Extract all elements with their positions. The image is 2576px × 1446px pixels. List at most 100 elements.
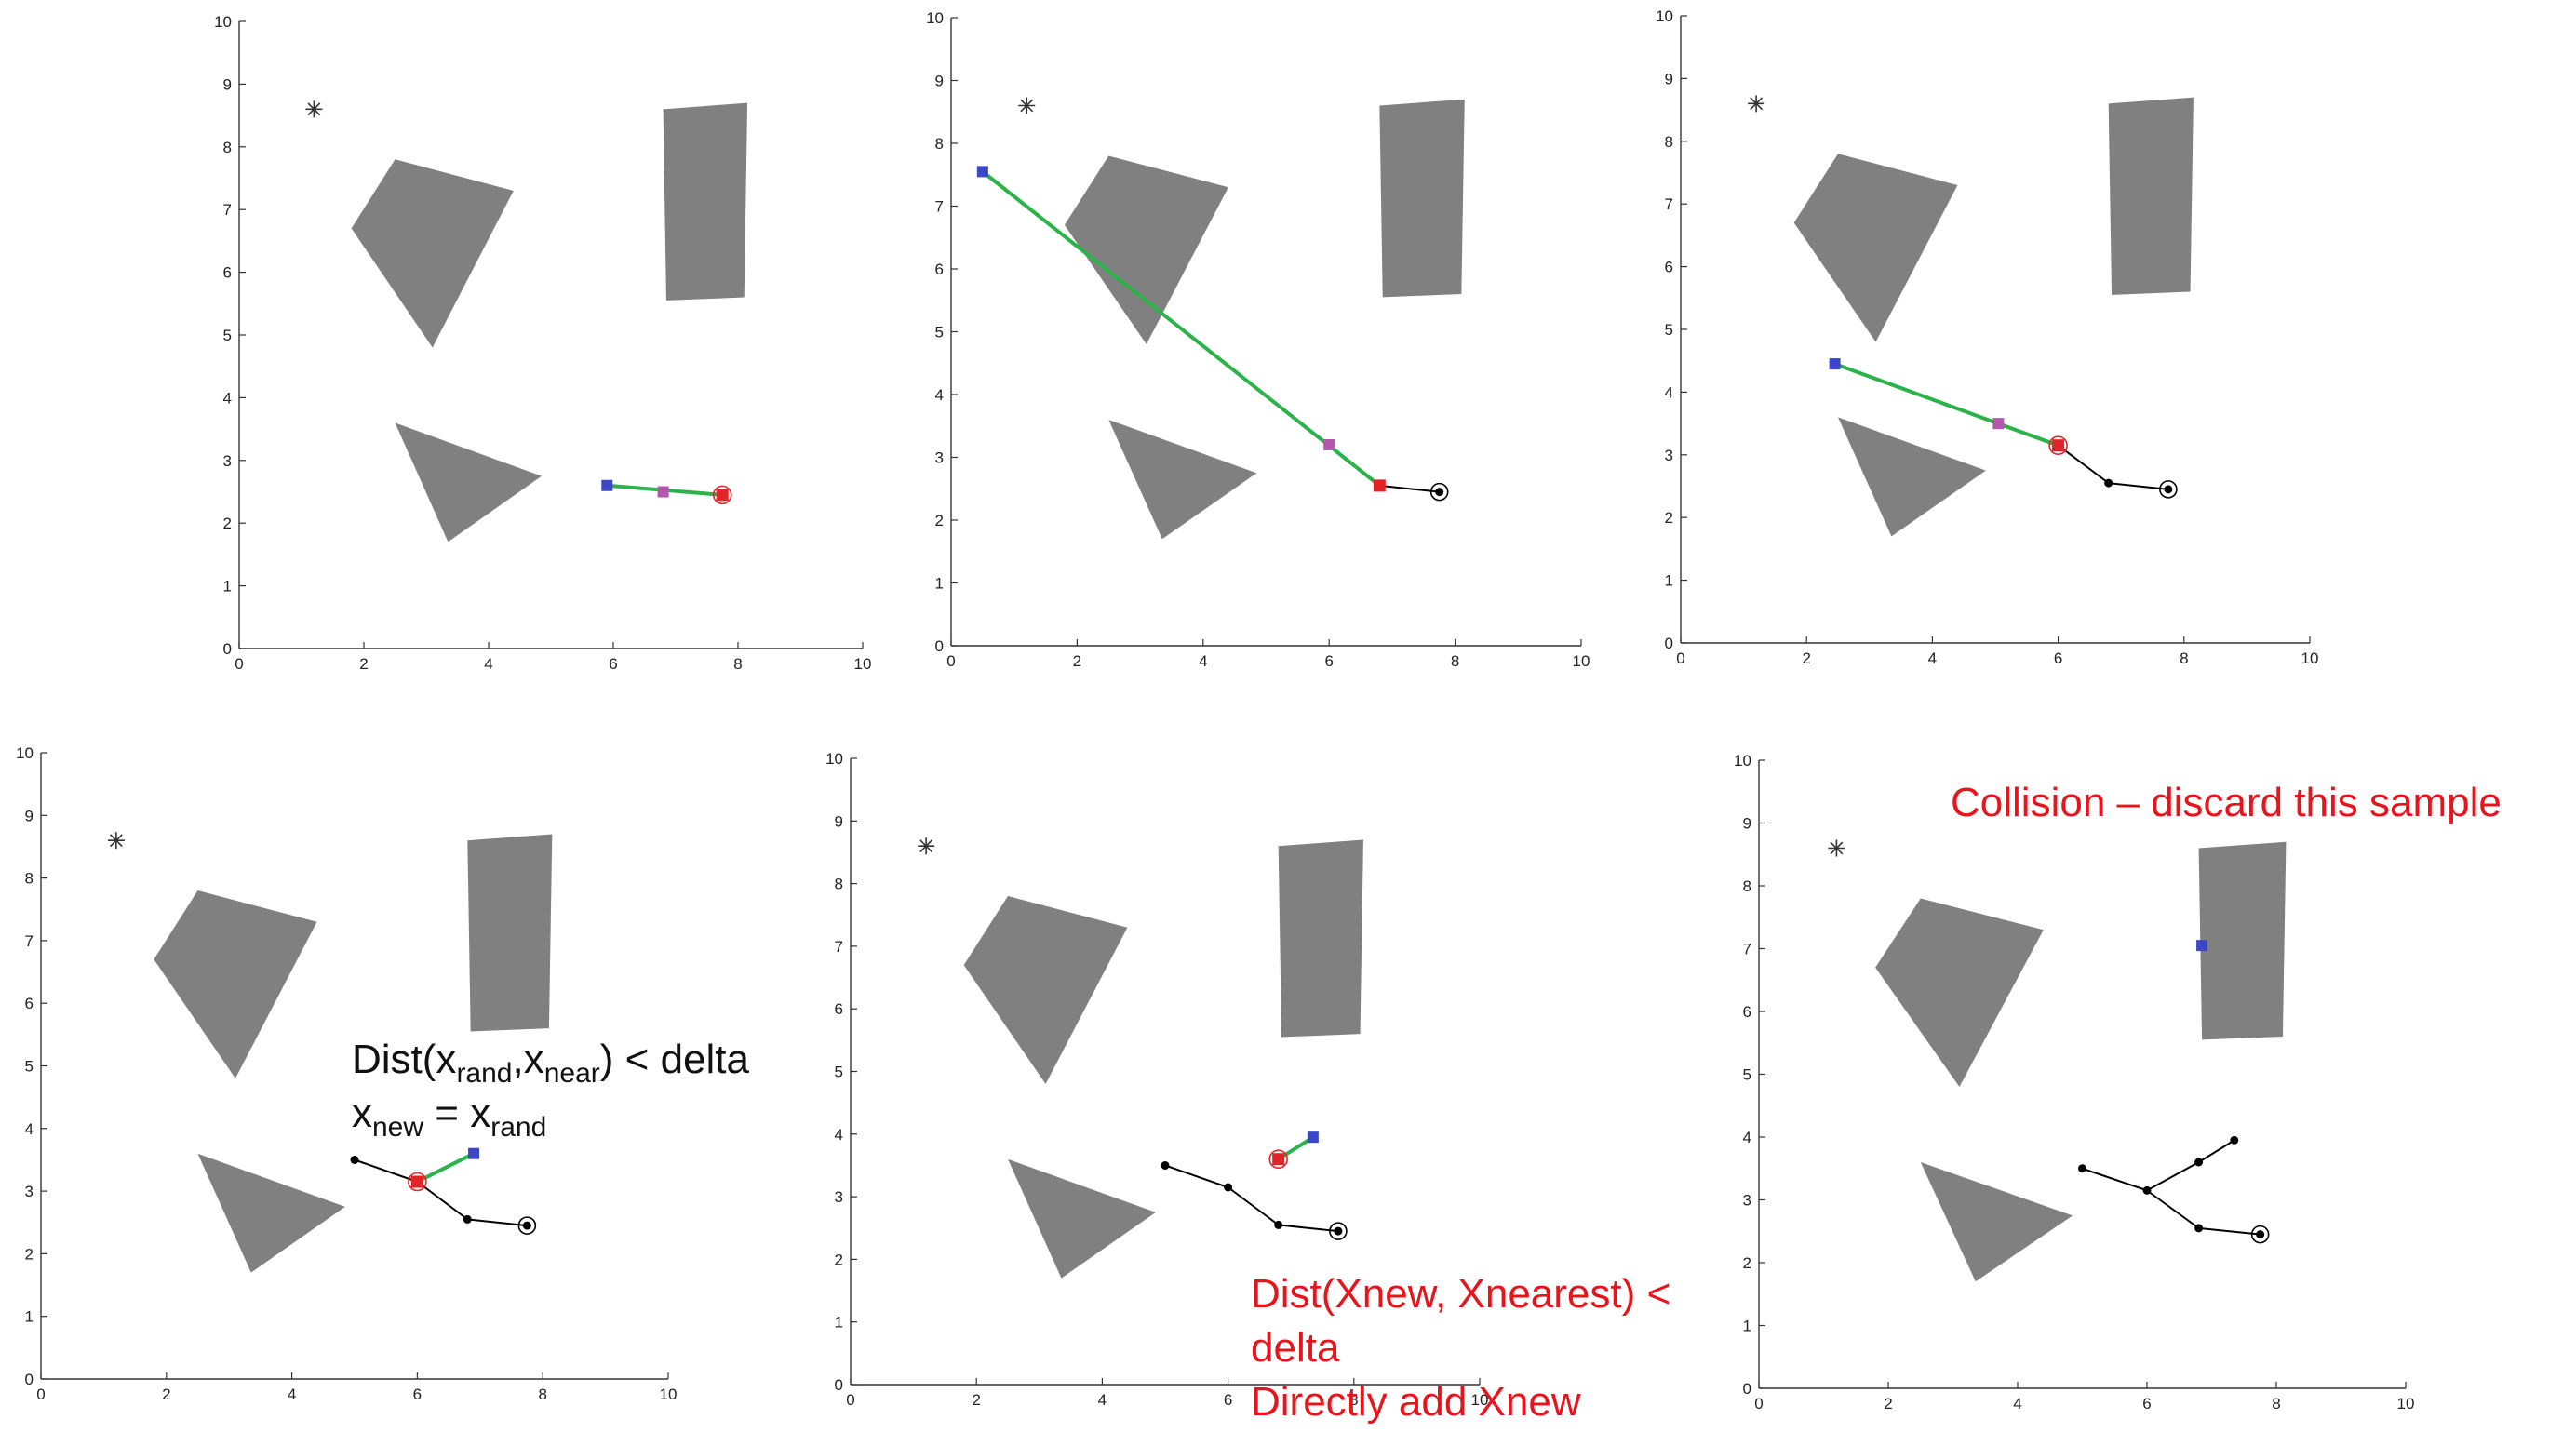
y-tick-label: 7 [223,201,232,219]
obstacle-1 [1875,898,2044,1087]
goal-asterisk-icon [107,832,125,850]
goal-asterisk-icon [1748,95,1765,113]
y-tick-label: 5 [935,324,944,341]
start-node-ring [1329,1222,1348,1240]
tree-edge [1278,1224,1339,1233]
start-node [1334,1226,1343,1236]
x-tick-label: 10 [2301,649,2319,667]
y-tick-label: 2 [223,515,232,532]
y-tick-label: 5 [1743,1066,1751,1084]
y-tick-label: 2 [1743,1254,1751,1272]
x-tick-label: 8 [2180,649,2188,667]
y-tick-label: 9 [1665,70,1673,87]
x-tick-label: 0 [235,655,243,673]
x-tick-label: 10 [854,655,872,673]
obstacle-2 [2108,97,2194,295]
x-tick-label: 2 [1884,1395,1892,1413]
tree-node [2078,1164,2086,1173]
asterisk-stroke [1830,841,1844,855]
x-tick-label: 6 [2054,649,2062,667]
obstacle-3 [1108,420,1257,540]
x-near-ring [1268,1149,1288,1170]
x-tick-label: 4 [1928,649,1937,667]
y-tick-label: 10 [1734,752,1751,770]
x-tick-label: 2 [162,1386,170,1403]
obstacle-2 [467,834,553,1032]
obstacle-3 [1838,417,1986,537]
y-tick-label: 6 [223,264,232,282]
y-tick-label: 4 [1743,1129,1751,1146]
x-tick-label: 0 [846,1391,854,1409]
x-tick-label: 4 [2013,1395,2021,1413]
x-tick-label: 6 [2142,1395,2151,1413]
y-tick-label: 2 [935,512,944,529]
goal-asterisk-icon [918,837,935,855]
tree-edge [1164,1164,1228,1188]
y-tick-label: 8 [1743,877,1751,895]
y-tick-label: 3 [935,449,944,467]
start-node-ring [517,1216,537,1235]
tree-node [2194,1224,2204,1233]
note-collision: Collision – discard this sample [1951,780,2502,825]
start-node-ring [2159,480,2178,499]
note-directly-add-line3: Directly add Xnew [1251,1379,1581,1425]
y-tick-label: 0 [223,640,232,658]
tree-edge [416,1181,468,1221]
asterisk-stroke [1020,99,1034,113]
x-tick-label: 10 [660,1386,678,1403]
y-tick-label: 5 [223,327,232,344]
x-tick-label: 2 [1073,652,1081,670]
tree-node [1161,1160,1170,1170]
obstacle-3 [395,422,542,542]
y-tick-label: 3 [1743,1192,1751,1210]
x-tick-label: 8 [538,1386,546,1403]
obstacle-1 [154,890,317,1078]
x-tick-label: 4 [484,655,492,673]
x-near-marker [1272,1153,1285,1166]
obstacle-1 [1793,154,1958,342]
x-tick-label: 8 [733,655,742,673]
note-dist-rand-near: Dist(xrand,xnear) < delta xnew = xrand [352,1037,749,1143]
y-tick-label: 9 [935,73,944,90]
tree-edge [2058,444,2110,484]
x-tick-label: 6 [609,655,617,673]
obstacle-3 [197,1153,345,1273]
y-tick-label: 0 [1665,635,1673,652]
y-tick-label: 8 [835,876,843,893]
asterisk-stroke [919,839,933,853]
y-tick-label: 8 [935,135,944,153]
y-tick-label: 8 [25,870,34,888]
obstacle-1 [1064,155,1228,344]
y-tick-label: 3 [1665,447,1673,464]
y-tick-label: 0 [25,1371,34,1388]
y-tick-label: 6 [1665,259,1673,276]
x-rand-marker [976,166,988,178]
obstacle-2 [663,102,748,301]
asterisk-stroke [1750,97,1764,111]
tree-node [463,1214,472,1224]
obstacle-2 [1278,839,1363,1038]
y-tick-label: 5 [1665,321,1673,339]
y-tick-label: 4 [1665,383,1673,401]
tree-node [350,1155,359,1164]
extension-segment [981,169,1381,488]
y-tick-label: 4 [223,389,232,407]
y-tick-label: 10 [825,750,843,768]
tree-edge [2108,482,2169,490]
x-near-ring [2048,435,2068,455]
goal-asterisk-icon [1828,839,1845,857]
y-tick-label: 6 [1743,1003,1751,1021]
tree-edge [2082,1167,2148,1192]
note-directly-add-line2: delta [1251,1325,1340,1371]
x-tick-label: 0 [1754,1395,1763,1413]
y-tick-label: 2 [25,1245,34,1263]
y-tick-label: 10 [214,13,232,31]
x-new-marker [1992,418,2005,430]
note-directly-add-line1: Dist(Xnew, Xnearest) < [1251,1271,1671,1317]
y-tick-label: 10 [1656,7,1673,25]
y-tick-label: 6 [935,261,944,278]
tree-edge [467,1218,528,1227]
y-tick-label: 9 [1743,815,1751,833]
x-new-marker [1323,439,1335,450]
